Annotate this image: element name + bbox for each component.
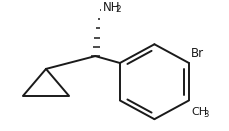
- Text: CH: CH: [191, 107, 207, 117]
- Text: Br: Br: [191, 47, 204, 60]
- Text: 2: 2: [115, 5, 121, 14]
- Text: NH: NH: [103, 1, 121, 14]
- Text: 3: 3: [203, 110, 209, 119]
